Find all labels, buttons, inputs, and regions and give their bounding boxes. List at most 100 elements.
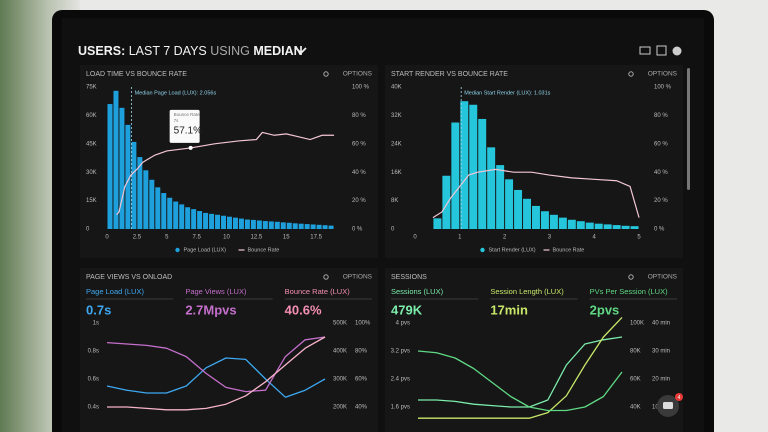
bar [161, 193, 167, 229]
bounce-line [432, 168, 640, 219]
options-button[interactable]: OPTIONS [648, 71, 678, 78]
title-part: USERS: [78, 44, 125, 58]
y3-tick-label: 60% [355, 377, 368, 383]
bar [274, 221, 280, 229]
bar [310, 224, 316, 229]
options-icon [323, 274, 329, 280]
bar [496, 165, 505, 229]
bar [532, 205, 540, 229]
y2-tick-label: 80 % [654, 113, 668, 119]
y-tick-label: 32K [391, 113, 402, 119]
bar [487, 147, 496, 229]
bar [197, 211, 203, 229]
y-tick-label: 40K [391, 85, 402, 91]
bar [191, 209, 197, 229]
kpi-label: Session Length (LUX) [490, 287, 564, 296]
tooltip-value: 57.1% [174, 126, 202, 137]
bar [567, 219, 576, 229]
bar [478, 118, 487, 229]
y2-tick-label: 40K [630, 405, 641, 411]
chart-icon[interactable] [656, 45, 667, 56]
y2-tick-label: 60 % [352, 141, 366, 147]
x-tick-label: 5 [165, 235, 169, 241]
median-annotation: Median Page Load (LUX): 2.056s [135, 90, 217, 96]
bar [612, 225, 621, 229]
bar [558, 217, 567, 229]
series-line [106, 336, 326, 393]
bar [286, 222, 292, 229]
x-tick-label: 2.5 [133, 235, 142, 241]
y3-tick-label: 20 min [652, 377, 670, 383]
panel-title: PAGE VIEWS VS ONLOAD [86, 274, 172, 281]
options-button[interactable]: OPTIONS [648, 274, 678, 281]
kpi-label: Page Load (LUX) [86, 287, 144, 296]
x-tick-label: 3 [548, 235, 552, 241]
y2-tick-label: 400K [333, 349, 347, 355]
x-tick-label: 10 [223, 235, 230, 241]
options-button[interactable]: OPTIONS [343, 71, 373, 78]
kpi-value: 2.7Mpvs [185, 302, 236, 317]
bar [292, 223, 298, 229]
legend-swatch [480, 247, 485, 253]
y3-tick-label: 80% [355, 349, 368, 355]
y-tick-label: 60K [86, 113, 97, 119]
bounce-line [116, 131, 335, 216]
title-part: USING [210, 44, 250, 58]
y-tick-label: 30K [86, 170, 97, 176]
chat-icon [663, 402, 673, 409]
bar [185, 207, 191, 229]
x-tick-label: 2 [503, 235, 507, 241]
y2-tick-label: 500K [333, 321, 347, 327]
y-tick-label: 4 pvs [396, 321, 410, 327]
bar [540, 211, 549, 229]
y2-tick-label: 60K [630, 377, 641, 383]
kpi-label: PVs Per Session (LUX) [590, 287, 668, 296]
bar [280, 222, 286, 229]
bar [143, 170, 149, 229]
y2-tick-label: 20 % [654, 198, 668, 204]
bar [630, 226, 639, 229]
bar [594, 223, 603, 229]
y2-tick-label: 40 % [352, 170, 366, 176]
dropdown-chevron[interactable] [295, 47, 307, 55]
bar [433, 218, 442, 229]
y2-tick-label: 80K [630, 349, 641, 355]
bar [221, 215, 226, 229]
x-tick-label: 7.5 [192, 235, 201, 241]
kpi-value: 0.7s [86, 302, 111, 317]
y2-tick-label: 60 % [654, 141, 668, 147]
y3-tick-label: 40% [355, 405, 368, 411]
panel-title: LOAD TIME VS BOUNCE RATE [86, 71, 187, 78]
bar [215, 214, 221, 229]
y2-tick-label: 20 % [352, 198, 366, 204]
median-annotation: Median Start Render (LUX): 1.031s [464, 90, 550, 96]
bar [173, 201, 179, 229]
monitor-icon[interactable] [639, 46, 651, 55]
options-icon [628, 71, 634, 77]
help-icon[interactable] [672, 46, 682, 56]
y-tick-label: 0.8s [88, 349, 99, 355]
x-tick-label: 1 [458, 235, 462, 241]
legend-label: Page Load (LUX) [184, 247, 227, 253]
series-line [418, 336, 623, 408]
bar [603, 224, 612, 229]
options-icon [323, 71, 329, 77]
series-line [417, 350, 623, 412]
kpi-value: 17min [490, 302, 528, 317]
kpi-value: 40.6% [285, 302, 322, 317]
bar [227, 216, 232, 229]
bar [469, 104, 478, 229]
bar [268, 221, 274, 229]
y-tick-label: 16K [391, 170, 402, 176]
bar [238, 218, 244, 229]
scrollbar[interactable] [687, 68, 690, 190]
options-icon [628, 274, 634, 280]
y2-tick-label: 80 % [352, 113, 366, 119]
series-line [107, 336, 326, 411]
series-line [106, 357, 326, 398]
y-tick-label: 8K [391, 198, 398, 204]
y-tick-label: 45K [86, 141, 97, 147]
bar [137, 157, 143, 229]
title-part: MEDIAN [253, 44, 302, 58]
options-button[interactable]: OPTIONS [343, 274, 373, 281]
